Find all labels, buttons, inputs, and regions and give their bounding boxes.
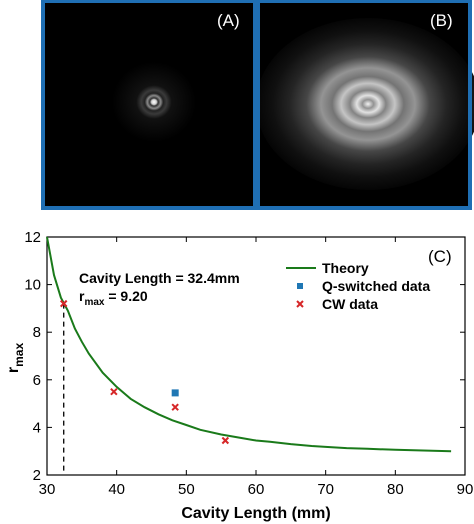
y-axis-title: rmax bbox=[5, 343, 26, 374]
x-tick-label: 70 bbox=[317, 481, 334, 498]
panel-a-label: (A) bbox=[217, 11, 240, 30]
legend-theory-label: Theory bbox=[322, 260, 369, 276]
x-tick-label: 40 bbox=[108, 481, 125, 498]
cw-point bbox=[110, 387, 118, 396]
panel-c-label: (C) bbox=[428, 247, 452, 266]
legend-qswitched-label: Q-switched data bbox=[322, 278, 430, 294]
cw-point-stroke bbox=[110, 387, 118, 396]
panel-a: (A) bbox=[41, 0, 257, 210]
panel-b: (B) bbox=[256, 0, 474, 210]
legend-cw-label: CW data bbox=[322, 296, 378, 312]
cw-point bbox=[60, 299, 68, 308]
x-tick-label: 60 bbox=[248, 481, 265, 498]
legend-cw-swatch bbox=[296, 300, 304, 308]
cw-point bbox=[171, 403, 179, 411]
x-tick-label: 80 bbox=[387, 481, 404, 498]
theory-curve bbox=[46, 236, 452, 453]
svg-text:rmax: rmax bbox=[5, 343, 26, 374]
x-axis-title: Cavity Length (mm) bbox=[181, 505, 330, 522]
y-tick-label: 6 bbox=[33, 372, 41, 389]
legend: Theory Q-switched data CW data bbox=[286, 260, 430, 312]
chart-panel-c: 30 40 50 60 70 80 90 2 4 6 8 10 12 Cavity Length (m… bbox=[5, 229, 473, 522]
x-tick-label: 30 bbox=[39, 481, 56, 498]
cw-point bbox=[221, 436, 230, 445]
y-tick-label: 2 bbox=[33, 467, 41, 484]
y-tick-label: 4 bbox=[33, 419, 41, 436]
panel-a-ring-pattern bbox=[112, 62, 196, 142]
qswitched-point bbox=[171, 389, 179, 397]
legend-qswitched-swatch bbox=[297, 283, 303, 289]
cw-point-stroke bbox=[60, 299, 68, 308]
y-tick-label: 8 bbox=[33, 324, 41, 341]
annotation-line-1: Cavity Length = 32.4mm bbox=[79, 270, 240, 286]
annotation-line-2: rmax = 9.20 bbox=[79, 288, 148, 308]
x-axis: 30 40 50 60 70 80 90 bbox=[39, 237, 474, 498]
y-tick-label: 10 bbox=[24, 277, 41, 294]
y-axis-title-main: r bbox=[5, 367, 22, 373]
x-tick-label: 50 bbox=[178, 481, 195, 498]
series-layer bbox=[46, 236, 452, 475]
y-axis: 2 4 6 8 10 12 bbox=[24, 229, 465, 484]
y-tick-label: 12 bbox=[24, 229, 41, 246]
y-axis-title-sub: max bbox=[12, 343, 26, 367]
panel-b-ring-pattern bbox=[256, 18, 474, 190]
cw-point-stroke bbox=[221, 436, 230, 445]
cw-point-stroke bbox=[171, 403, 179, 411]
x-tick-label: 90 bbox=[457, 481, 474, 498]
panel-b-label: (B) bbox=[430, 11, 453, 30]
